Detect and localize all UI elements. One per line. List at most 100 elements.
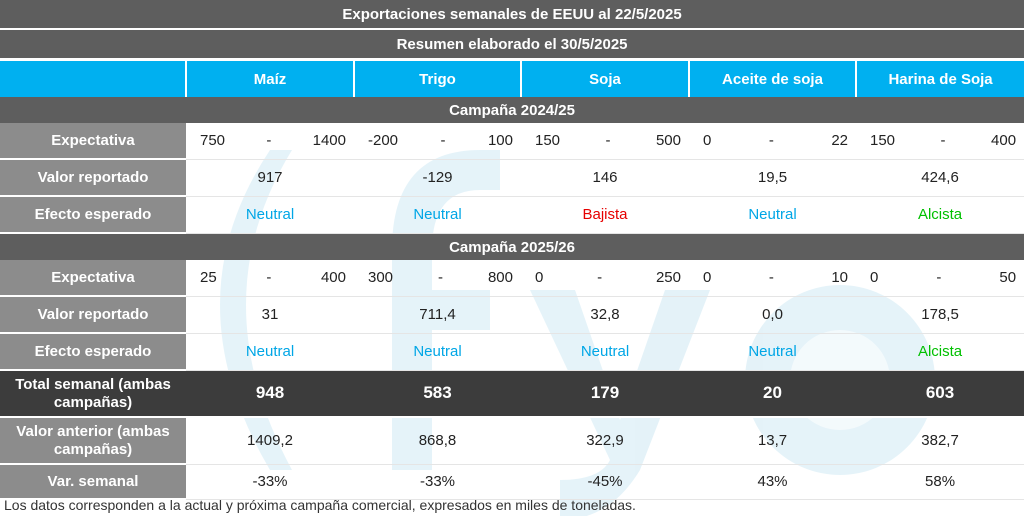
col-header-aceite-soja: Aceite de soja bbox=[688, 59, 856, 97]
row-label-valor-reportado: Valor reportado bbox=[0, 296, 186, 334]
expectativa-range: -200 - 100 bbox=[354, 123, 521, 160]
reported-value: 711,4 bbox=[354, 296, 521, 334]
total-value: 603 bbox=[856, 370, 1024, 418]
col-header-soja: Soja bbox=[520, 59, 689, 97]
footnote: Los datos corresponden a la actual y pró… bbox=[4, 497, 636, 513]
reported-value: 917 bbox=[186, 159, 354, 197]
total-value: 20 bbox=[689, 370, 856, 418]
range-min: 150 bbox=[870, 132, 896, 150]
range-min: 750 bbox=[200, 132, 226, 150]
range-min: -200 bbox=[368, 132, 399, 150]
expectativa-range: 150 - 500 bbox=[521, 123, 689, 160]
total-value: 179 bbox=[521, 370, 689, 418]
range-dash: - bbox=[936, 269, 942, 287]
table-title: Exportaciones semanales de EEUU al 22/5/… bbox=[0, 0, 1024, 30]
table-row: Valor anterior (ambas campañas) 1409,2 8… bbox=[0, 417, 1024, 465]
previous-value: 13,7 bbox=[689, 417, 856, 465]
range-max: 50 bbox=[999, 269, 1017, 287]
row-label-valor-anterior: Valor anterior (ambas campañas) bbox=[0, 417, 186, 465]
effect-badge: Neutral bbox=[186, 333, 354, 371]
weekly-change: -33% bbox=[354, 464, 521, 500]
reported-value: 424,6 bbox=[856, 159, 1024, 197]
range-dash: - bbox=[940, 132, 946, 150]
range-min: 0 bbox=[535, 269, 544, 287]
range-dash: - bbox=[438, 269, 443, 287]
reported-value: -129 bbox=[354, 159, 521, 197]
effect-badge: Bajista bbox=[521, 196, 689, 234]
effect-badge: Neutral bbox=[689, 333, 856, 371]
row-label-expectativa: Expectativa bbox=[0, 260, 186, 297]
row-label-var-semanal: Var. semanal bbox=[0, 464, 186, 500]
season-header-2025-26: Campaña 2025/26 bbox=[0, 233, 1024, 260]
total-value: 948 bbox=[186, 370, 354, 418]
table-row: Expectativa 25 - 400 300 - 800 0 - 250 0 - 10 0 -… bbox=[0, 260, 1024, 297]
range-min: 0 bbox=[703, 132, 712, 150]
reported-value: 31 bbox=[186, 296, 354, 334]
table-row: Efecto esperado Neutral Neutral Neutral … bbox=[0, 333, 1024, 371]
table-row-total: Total semanal (ambas campañas) 948 583 1… bbox=[0, 370, 1024, 418]
expectativa-range: 300 - 800 bbox=[354, 260, 521, 297]
weekly-change: -33% bbox=[186, 464, 354, 500]
range-dash: - bbox=[768, 132, 774, 150]
row-label-total-semanal: Total semanal (ambas campañas) bbox=[0, 370, 186, 418]
range-max: 10 bbox=[831, 269, 848, 287]
effect-badge: Neutral bbox=[186, 196, 354, 234]
total-value: 583 bbox=[354, 370, 521, 418]
row-label-valor-reportado: Valor reportado bbox=[0, 159, 186, 197]
expectativa-range: 0 - 50 bbox=[856, 260, 1024, 297]
table-row: Valor reportado 31 711,4 32,8 0,0 178,5 bbox=[0, 296, 1024, 334]
range-max: 100 bbox=[487, 132, 513, 150]
range-dash: - bbox=[605, 132, 611, 150]
reported-value: 178,5 bbox=[856, 296, 1024, 334]
expectativa-range: 750 - 1400 bbox=[186, 123, 354, 160]
range-min: 0 bbox=[870, 269, 879, 287]
season-header-2024-25: Campaña 2024/25 bbox=[0, 97, 1024, 123]
reported-value: 0,0 bbox=[689, 296, 856, 334]
range-min: 0 bbox=[703, 269, 712, 287]
range-dash: - bbox=[266, 269, 272, 287]
effect-badge: Neutral bbox=[354, 196, 521, 234]
range-dash: - bbox=[597, 269, 603, 287]
weekly-change: -45% bbox=[521, 464, 689, 500]
expectativa-range: 25 - 400 bbox=[186, 260, 354, 297]
effect-badge: Alcista bbox=[856, 196, 1024, 234]
expectativa-range: 0 - 250 bbox=[521, 260, 689, 297]
effect-badge: Neutral bbox=[521, 333, 689, 371]
range-dash: - bbox=[440, 132, 446, 150]
effect-badge: Alcista bbox=[856, 333, 1024, 371]
previous-value: 1409,2 bbox=[186, 417, 354, 465]
weekly-change: 58% bbox=[856, 464, 1024, 500]
row-label-efecto-esperado: Efecto esperado bbox=[0, 196, 186, 234]
range-max: 22 bbox=[831, 132, 848, 150]
expectativa-range: 0 - 10 bbox=[689, 260, 856, 297]
reported-value: 32,8 bbox=[521, 296, 689, 334]
table-row: Efecto esperado Neutral Neutral Bajista … bbox=[0, 196, 1024, 234]
range-min: 300 bbox=[368, 269, 394, 287]
range-dash: - bbox=[768, 269, 774, 287]
reported-value: 146 bbox=[521, 159, 689, 197]
table-row: Valor reportado 917 -129 146 19,5 424,6 bbox=[0, 159, 1024, 197]
col-header-trigo: Trigo bbox=[353, 59, 521, 97]
header-empty bbox=[0, 59, 186, 97]
range-max: 400 bbox=[320, 269, 346, 287]
col-header-harina-soja: Harina de Soja bbox=[854, 59, 1024, 97]
weekly-change: 43% bbox=[689, 464, 856, 500]
previous-value: 322,9 bbox=[521, 417, 689, 465]
table-subtitle: Resumen elaborado el 30/5/2025 bbox=[0, 29, 1024, 61]
reported-value: 19,5 bbox=[689, 159, 856, 197]
row-label-expectativa: Expectativa bbox=[0, 123, 186, 160]
col-header-maiz: Maíz bbox=[185, 59, 354, 97]
table-row: Var. semanal -33% -33% -45% 43% 58% bbox=[0, 464, 1024, 500]
range-max: 1400 bbox=[312, 132, 346, 150]
previous-value: 382,7 bbox=[856, 417, 1024, 465]
expectativa-range: 150 - 400 bbox=[856, 123, 1024, 160]
previous-value: 868,8 bbox=[354, 417, 521, 465]
table-row: Expectativa 750 - 1400 -200 - 100 150 - 500 0 -… bbox=[0, 123, 1024, 160]
range-max: 800 bbox=[487, 269, 513, 287]
expectativa-range: 0 - 22 bbox=[689, 123, 856, 160]
effect-badge: Neutral bbox=[689, 196, 856, 234]
range-min: 150 bbox=[535, 132, 561, 150]
range-min: 25 bbox=[200, 269, 217, 287]
range-max: 500 bbox=[655, 132, 681, 150]
range-max: 250 bbox=[655, 269, 681, 287]
